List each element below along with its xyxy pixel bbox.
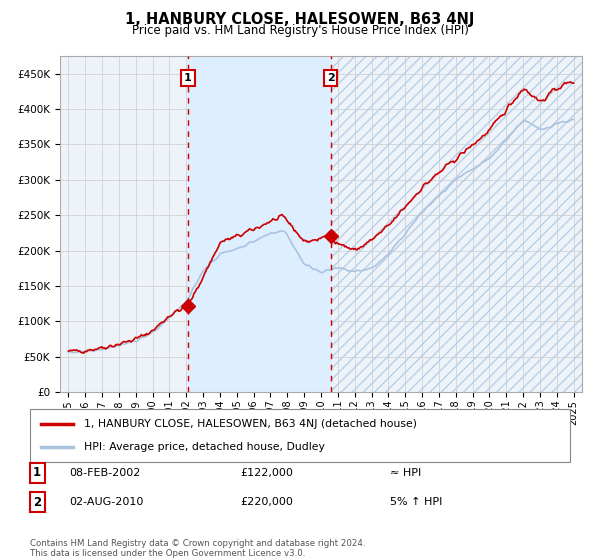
- Text: Contains HM Land Registry data © Crown copyright and database right 2024.
This d: Contains HM Land Registry data © Crown c…: [30, 539, 365, 558]
- Text: 2: 2: [327, 73, 335, 83]
- Text: 1, HANBURY CLOSE, HALESOWEN, B63 4NJ (detached house): 1, HANBURY CLOSE, HALESOWEN, B63 4NJ (de…: [84, 419, 417, 429]
- Text: 02-AUG-2010: 02-AUG-2010: [69, 497, 143, 507]
- Text: 5% ↑ HPI: 5% ↑ HPI: [390, 497, 442, 507]
- Text: 1: 1: [184, 73, 192, 83]
- Text: 08-FEB-2002: 08-FEB-2002: [69, 468, 140, 478]
- Text: HPI: Average price, detached house, Dudley: HPI: Average price, detached house, Dudl…: [84, 442, 325, 452]
- Text: £220,000: £220,000: [240, 497, 293, 507]
- FancyBboxPatch shape: [30, 409, 570, 462]
- Text: Price paid vs. HM Land Registry's House Price Index (HPI): Price paid vs. HM Land Registry's House …: [131, 24, 469, 36]
- Text: 2: 2: [33, 496, 41, 509]
- Bar: [188, 56, 331, 392]
- Text: ≈ HPI: ≈ HPI: [390, 468, 421, 478]
- Bar: [331, 56, 582, 392]
- Text: £122,000: £122,000: [240, 468, 293, 478]
- Text: 1, HANBURY CLOSE, HALESOWEN, B63 4NJ: 1, HANBURY CLOSE, HALESOWEN, B63 4NJ: [125, 12, 475, 27]
- Text: 1: 1: [33, 466, 41, 479]
